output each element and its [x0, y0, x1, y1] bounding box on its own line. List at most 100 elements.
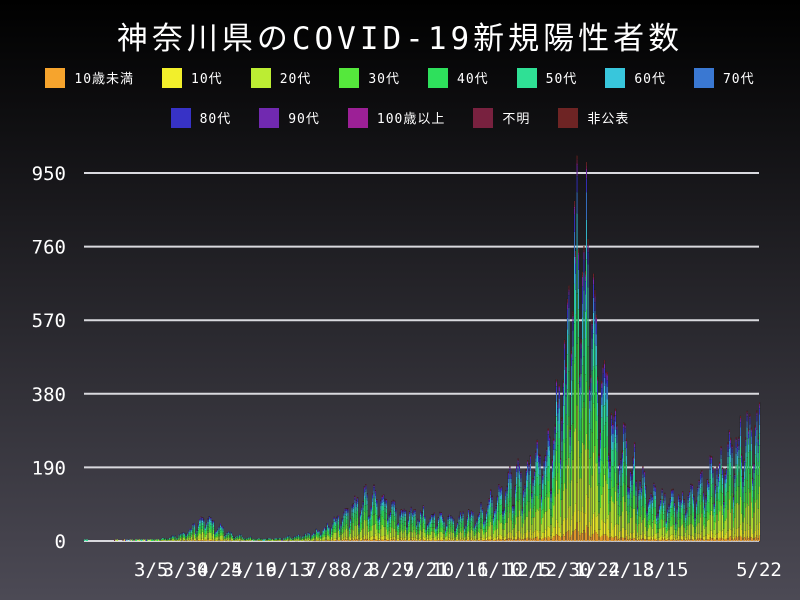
- bar-segment: [419, 539, 422, 542]
- legend-item-非公表: 非公表: [558, 107, 629, 128]
- bar-segment: [459, 539, 462, 542]
- bar-segment: [558, 407, 560, 425]
- bar-segment: [559, 487, 562, 501]
- bar-segment: [569, 436, 571, 446]
- bar-segment: [614, 411, 617, 416]
- bar-segment: [592, 513, 595, 535]
- bar-segment: [657, 515, 659, 518]
- bar-segment: [635, 481, 637, 484]
- bar-segment: [642, 492, 644, 506]
- bar-segment: [749, 536, 751, 542]
- bar-segment: [657, 512, 659, 514]
- bar-segment: [514, 505, 517, 515]
- bar-segment: [661, 504, 663, 512]
- bar-segment: [719, 510, 721, 531]
- bar-segment: [625, 438, 628, 441]
- bar-segment: [441, 525, 444, 529]
- bar-segment: [665, 525, 667, 529]
- bar-segment: [435, 536, 437, 540]
- bar-segment: [428, 538, 430, 541]
- bar-segment: [428, 528, 430, 533]
- bar-segment: [430, 516, 433, 519]
- bar-segment: [407, 520, 410, 523]
- bar-segment: [491, 506, 493, 514]
- bar-segment: [399, 517, 401, 521]
- bar-segment: [388, 538, 390, 541]
- bar-segment: [484, 529, 486, 533]
- bar-segment: [514, 486, 517, 488]
- bar-segment: [543, 461, 545, 464]
- bar-segment: [574, 528, 577, 542]
- bar-segment: [612, 425, 614, 429]
- bar-segment: [337, 518, 340, 522]
- bar-segment: [452, 526, 455, 531]
- bar-segment: [216, 535, 219, 538]
- bar-segment: [185, 536, 187, 538]
- bar-segment: [200, 522, 202, 526]
- bar-segment: [691, 484, 693, 486]
- bar-segment: [347, 525, 349, 531]
- bar-segment: [219, 527, 222, 531]
- bar-segment: [408, 513, 411, 517]
- bar-segment: [668, 506, 670, 510]
- bar-segment: [691, 498, 693, 506]
- bar-segment: [539, 456, 541, 459]
- bar-segment: [599, 485, 602, 508]
- bar-segment: [347, 519, 349, 526]
- bar-segment: [631, 475, 633, 480]
- bar-segment: [679, 507, 681, 513]
- bar-segment: [344, 535, 346, 540]
- bar-segment: [607, 514, 610, 530]
- bar-segment: [653, 508, 655, 521]
- bar-segment: [738, 504, 740, 528]
- bar-segment: [708, 512, 710, 520]
- bar-segment: [721, 467, 724, 469]
- bar-segment: [317, 532, 319, 535]
- bar-segment: [580, 511, 582, 534]
- bar-segment: [513, 539, 515, 542]
- bar-segment: [391, 502, 393, 504]
- bar-segment: [415, 529, 418, 533]
- bar-segment: [347, 511, 349, 513]
- bar-segment: [485, 511, 488, 513]
- bar-segment: [363, 495, 366, 500]
- bar-segment: [428, 524, 430, 527]
- bar-segment: [703, 507, 706, 511]
- bar-segment: [385, 539, 388, 542]
- bar-segment: [747, 438, 750, 445]
- bar-segment: [488, 508, 490, 515]
- bar-segment: [208, 531, 211, 539]
- bar-segment: [417, 538, 419, 541]
- bar-segment: [382, 518, 385, 528]
- bar-segment: [680, 539, 683, 542]
- bar-segment: [495, 507, 497, 509]
- bar-segment: [469, 515, 471, 519]
- bar-segment: [452, 532, 455, 539]
- bar-segment: [557, 408, 559, 414]
- bar-segment: [345, 536, 348, 540]
- bar-segment: [581, 442, 584, 507]
- bar-segment: [728, 471, 731, 486]
- bar-segment: [584, 338, 586, 375]
- bar-segment: [513, 505, 515, 507]
- bar-segment: [650, 526, 652, 536]
- bar-segment: [398, 524, 400, 526]
- bar-segment: [502, 514, 504, 517]
- bar-segment: [456, 534, 459, 540]
- bar-segment: [672, 506, 674, 515]
- bar-segment: [642, 477, 644, 486]
- bar-segment: [506, 487, 508, 491]
- bar-segment: [520, 472, 522, 475]
- bar-segment: [709, 514, 711, 531]
- bar-segment: [415, 540, 418, 542]
- bar-segment: [710, 510, 713, 532]
- bar-segment: [697, 486, 699, 488]
- bar-segment: [462, 530, 464, 539]
- bar-segment: [455, 540, 458, 542]
- bar-segment: [610, 448, 613, 463]
- bar-segment: [720, 446, 722, 449]
- bar-segment: [448, 520, 451, 525]
- bar-segment: [447, 519, 449, 522]
- bar-segment: [635, 486, 637, 491]
- bar-segment: [572, 423, 574, 461]
